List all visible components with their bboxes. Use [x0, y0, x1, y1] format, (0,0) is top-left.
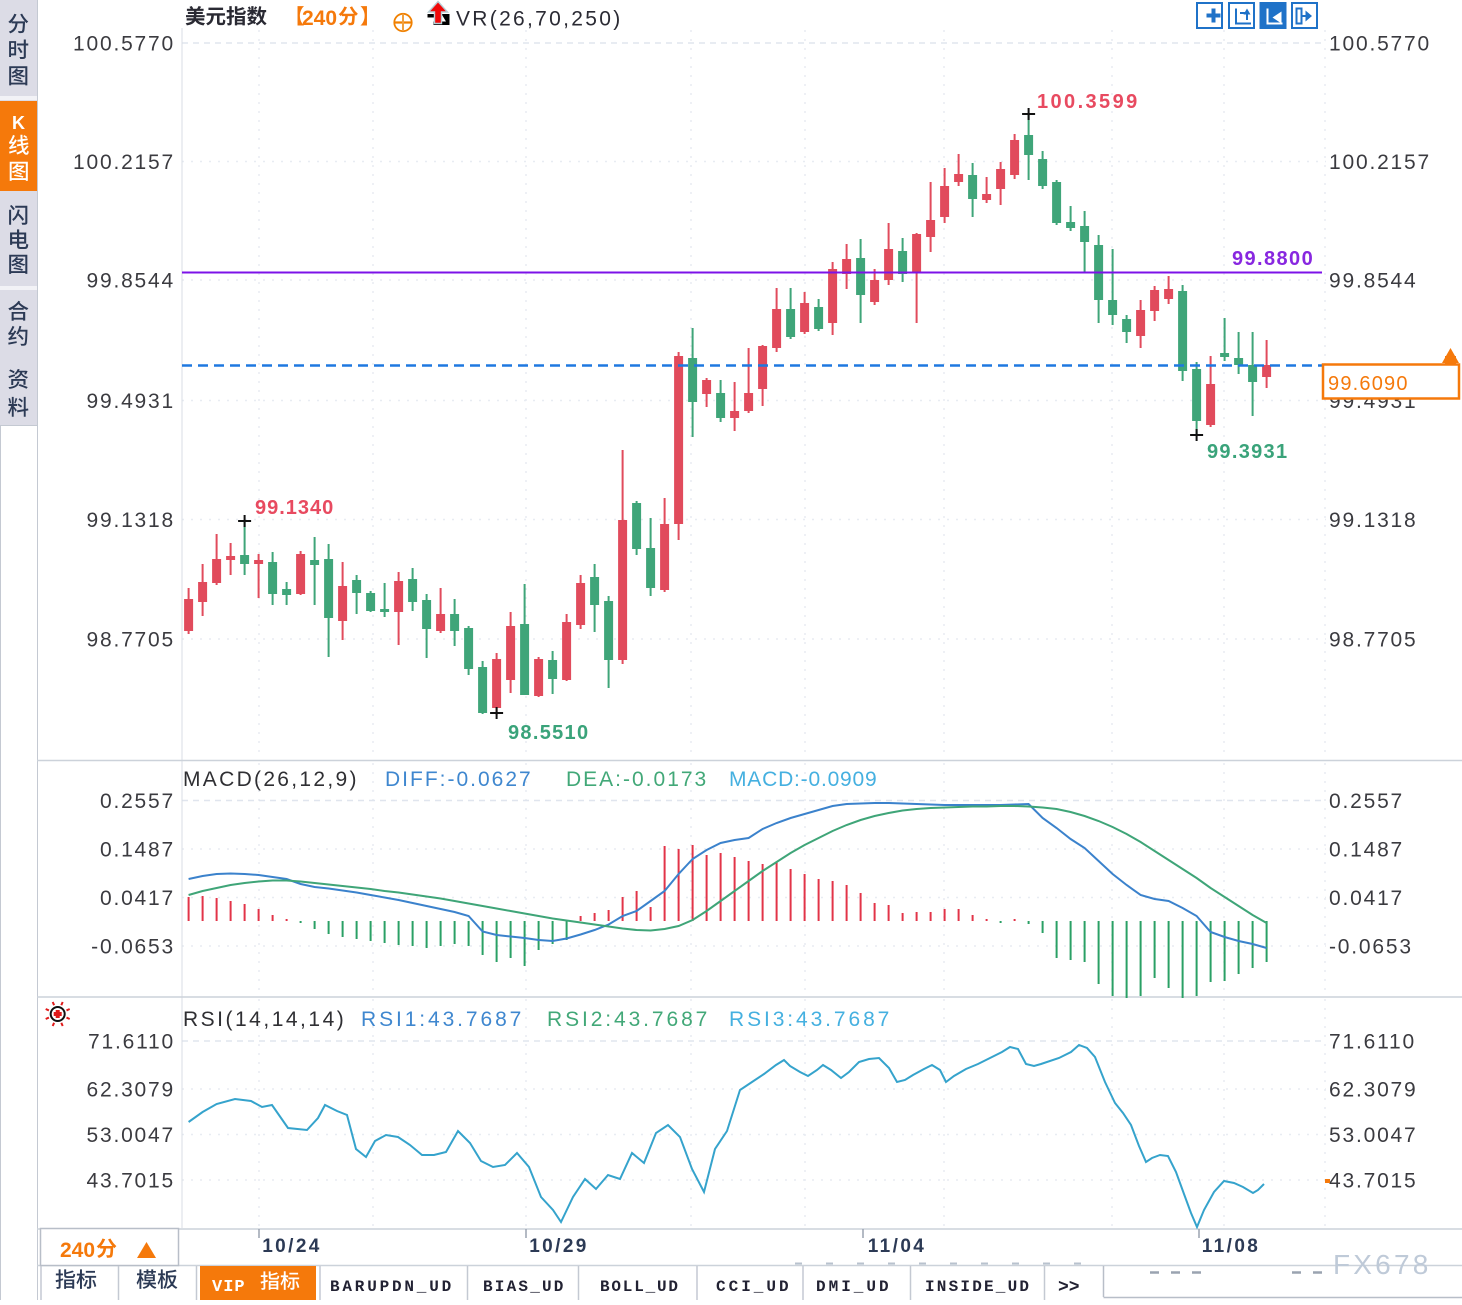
svg-text:0.2557: 0.2557 [100, 790, 175, 813]
svg-text:53.0047: 53.0047 [86, 1124, 175, 1147]
svg-text:71.6110: 71.6110 [88, 1031, 175, 1054]
svg-text:MACD:-0.0909: MACD:-0.0909 [729, 768, 878, 791]
svg-text:99.3931: 99.3931 [1207, 441, 1288, 463]
svg-text:-0.0653: -0.0653 [1329, 936, 1413, 959]
svg-text:>>: >> [1058, 1278, 1080, 1298]
svg-text:100.5770: 100.5770 [73, 33, 175, 56]
svg-text:99.1340: 99.1340 [255, 497, 334, 519]
svg-text:71.6110: 71.6110 [1329, 1031, 1416, 1054]
svg-text:11/08: 11/08 [1202, 1236, 1261, 1257]
svg-text:62.3079: 62.3079 [86, 1079, 175, 1102]
svg-text:240: 240 [60, 1239, 95, 1262]
svg-text:99.4931: 99.4931 [86, 390, 175, 413]
svg-text:99.8800: 99.8800 [1232, 248, 1314, 270]
svg-text:98.5510: 98.5510 [508, 722, 589, 744]
svg-text:10/29: 10/29 [529, 1236, 589, 1257]
svg-text:100.5770: 100.5770 [1329, 33, 1431, 56]
svg-text:0.0417: 0.0417 [100, 887, 175, 910]
svg-text:RSI(14,14,14): RSI(14,14,14) [183, 1008, 346, 1031]
svg-text:VR(26,70,250): VR(26,70,250) [456, 8, 622, 31]
svg-text:0.1487: 0.1487 [100, 839, 175, 862]
svg-text:DIFF:-0.0627: DIFF:-0.0627 [385, 768, 533, 791]
svg-text:0.2557: 0.2557 [1329, 790, 1404, 813]
svg-text:RSI2:43.7687: RSI2:43.7687 [547, 1008, 710, 1031]
svg-text:MACD(26,12,9): MACD(26,12,9) [183, 768, 359, 791]
svg-text:240: 240 [302, 7, 337, 30]
svg-text:43.7015: 43.7015 [86, 1170, 175, 1193]
svg-text:0.1487: 0.1487 [1329, 839, 1404, 862]
svg-text:99.1318: 99.1318 [1329, 509, 1418, 532]
svg-text:DMI_UD: DMI_UD [816, 1278, 892, 1296]
svg-text:BARUPDN_UD: BARUPDN_UD [330, 1278, 454, 1296]
svg-text:CCI_UD: CCI_UD [716, 1278, 792, 1296]
svg-text:98.7705: 98.7705 [86, 629, 175, 652]
svg-text:K: K [12, 113, 25, 133]
svg-text:99.6090: 99.6090 [1328, 373, 1409, 395]
svg-text:INSIDE_UD: INSIDE_UD [925, 1278, 1031, 1296]
svg-text:-0.0653: -0.0653 [91, 936, 175, 959]
svg-text:BIAS_UD: BIAS_UD [483, 1278, 566, 1296]
svg-text:0.0417: 0.0417 [1329, 887, 1404, 910]
svg-text:DEA:-0.0173: DEA:-0.0173 [566, 768, 708, 791]
svg-text:100.2157: 100.2157 [1329, 151, 1431, 174]
svg-text:RSI3:43.7687: RSI3:43.7687 [729, 1008, 892, 1031]
svg-text:99.8544: 99.8544 [86, 270, 175, 293]
svg-text:10/24: 10/24 [262, 1236, 322, 1257]
svg-text:100.3599: 100.3599 [1037, 91, 1140, 113]
svg-text:53.0047: 53.0047 [1329, 1124, 1418, 1147]
svg-text:98.7705: 98.7705 [1329, 629, 1418, 652]
svg-text:VIP: VIP [212, 1278, 246, 1297]
svg-text:62.3079: 62.3079 [1329, 1079, 1418, 1102]
svg-text:99.1318: 99.1318 [86, 509, 175, 532]
svg-text:100.2157: 100.2157 [73, 151, 175, 174]
svg-text:43.7015: 43.7015 [1329, 1170, 1418, 1193]
svg-text:11/04: 11/04 [868, 1236, 927, 1257]
svg-text:BOLL_UD: BOLL_UD [600, 1278, 680, 1296]
svg-text:99.8544: 99.8544 [1329, 270, 1418, 293]
svg-text:RSI1:43.7687: RSI1:43.7687 [361, 1008, 524, 1031]
svg-text:FX678: FX678 [1333, 1249, 1432, 1280]
